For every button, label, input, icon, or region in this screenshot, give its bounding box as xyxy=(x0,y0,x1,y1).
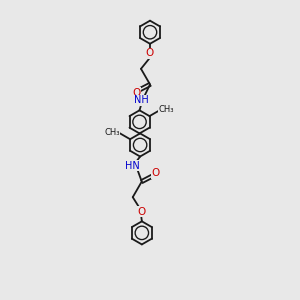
Text: O: O xyxy=(132,88,140,98)
Text: O: O xyxy=(146,48,154,58)
Text: O: O xyxy=(137,207,146,217)
Text: HN: HN xyxy=(125,161,140,171)
Text: CH₃: CH₃ xyxy=(158,105,174,114)
Text: NH: NH xyxy=(134,95,148,105)
Text: CH₃: CH₃ xyxy=(104,128,120,137)
Text: O: O xyxy=(151,168,160,178)
